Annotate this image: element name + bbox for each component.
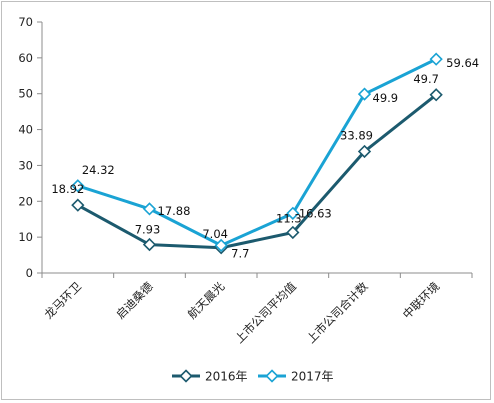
y-axis-ticks: 0 10 20 30 40 50 60 70 — [18, 15, 42, 280]
legend-label: 2016年 — [205, 370, 248, 384]
data-point-marker — [142, 202, 157, 216]
data-point-marker — [286, 225, 300, 240]
series-lines — [77, 57, 438, 250]
category-label: 航天晨光 — [185, 279, 228, 322]
category-label: 上市公司平均值 — [232, 279, 299, 346]
category-label: 龙马环卫 — [42, 279, 84, 321]
data-point-marker — [142, 237, 157, 252]
data-label: 24.32 — [82, 163, 115, 177]
series-line-2 — [77, 57, 437, 247]
category-label: 启迪桑德 — [113, 279, 156, 322]
data-label: 49.9 — [373, 91, 399, 105]
data-label: 7.7 — [231, 246, 249, 260]
data-label: 7.93 — [135, 223, 161, 237]
data-point-marker — [71, 179, 85, 193]
category-label: 上市公司合计数 — [304, 279, 371, 346]
data-label: 59.64 — [446, 56, 479, 70]
data-point-marker — [286, 206, 300, 221]
legend-label: 2017年 — [291, 370, 334, 384]
y-tick-label: 10 — [18, 230, 33, 244]
series-line-1 — [77, 93, 438, 250]
legend-marker — [179, 369, 193, 383]
y-tick-label: 70 — [18, 15, 33, 29]
data-label: 33.89 — [340, 128, 373, 142]
data-label: 7.04 — [202, 227, 228, 241]
x-axis-categories: 龙马环卫 启迪桑德 航天晨光 上市公司平均值 上市公司合计数 中联环境 — [41, 273, 473, 346]
data-labels: 18.92 7.93 7.04 11.3 33.89 49.7 24.32 17.88 7.7 1… — [51, 56, 479, 260]
y-tick-label: 40 — [18, 123, 33, 137]
data-point-marker — [429, 88, 443, 102]
y-tick-label: 20 — [18, 194, 33, 208]
series-markers — [71, 52, 443, 255]
legend: 2016年 2017年 — [172, 369, 334, 384]
y-tick-label: 30 — [18, 158, 33, 172]
data-label: 16.63 — [299, 206, 332, 220]
category-label: 中联环境 — [400, 279, 442, 321]
data-point-marker — [357, 87, 372, 101]
data-point-marker — [214, 238, 228, 253]
axes — [41, 22, 472, 274]
legend-marker — [265, 369, 279, 383]
data-label: 11.3 — [276, 211, 302, 225]
data-point-marker — [429, 52, 443, 66]
data-point-marker — [357, 144, 372, 159]
data-label: 18.92 — [51, 182, 84, 196]
y-tick-label: 60 — [18, 51, 33, 65]
y-tick-label: 0 — [26, 266, 33, 280]
data-label: 17.88 — [158, 204, 191, 218]
data-label: 49.7 — [413, 72, 439, 86]
data-point-marker — [71, 198, 85, 212]
y-tick-label: 50 — [18, 87, 33, 101]
